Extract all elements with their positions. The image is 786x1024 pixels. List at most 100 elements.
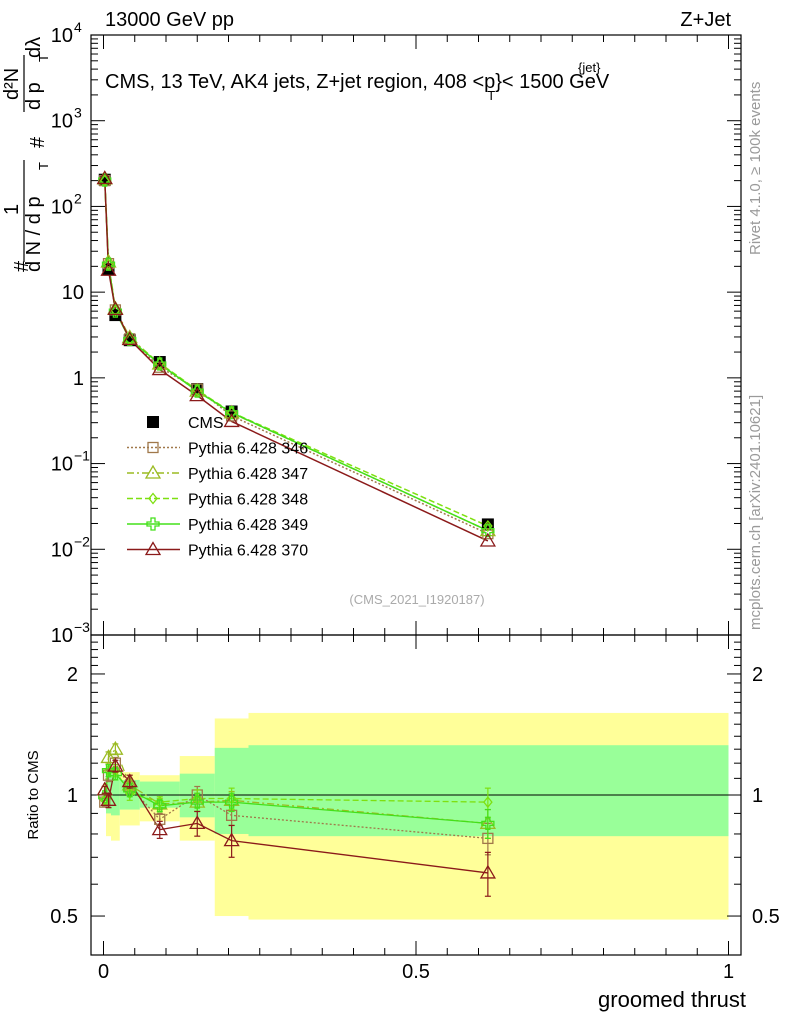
- rivet-label: Rivet 4.1.0, ≥ 100k events: [747, 82, 764, 255]
- main-point-p346: [482, 528, 494, 540]
- ratio-point-p349: [481, 816, 495, 831]
- main-ytick-label: 10: [62, 282, 84, 304]
- ratio-point-p347: [100, 749, 117, 764]
- ratio-point-p370: [121, 773, 138, 788]
- ratio-point-p349: [190, 795, 204, 809]
- xtick-label: 0.5: [402, 961, 430, 983]
- main-ytick-label: 1: [73, 368, 84, 390]
- mcplots-label: mcplots.cern.ch [arXiv:2401.10621]: [747, 395, 764, 630]
- main-ytick-exp: 4: [74, 19, 82, 35]
- ylabel-t2: T: [36, 54, 51, 62]
- ratio-ytick-label-right: 2: [752, 664, 763, 686]
- main-ytick-label: 10: [51, 25, 73, 47]
- plot-title-p: p: [484, 71, 495, 93]
- legend-marker-p347: [144, 464, 162, 479]
- main-ytick-exp: −3: [74, 619, 90, 635]
- ratio-plot: 0.5 0.5 1 1 2 2 0 0.5 1: [50, 634, 780, 983]
- ratio-point-p348: [483, 796, 493, 809]
- main-point-p349: [190, 384, 204, 398]
- legend-label-cms: CMS: [188, 415, 224, 432]
- legend-label-p347: Pythia 6.428 347: [188, 466, 308, 483]
- ratio-band-inner: [248, 745, 729, 837]
- main-point-p349: [153, 357, 167, 371]
- legend-marker-p349: [146, 517, 160, 531]
- main-point-p349: [98, 173, 112, 187]
- plot-title: CMS, 13 TeV, AK4 jets, Z+jet region, 408…: [105, 71, 610, 103]
- ylabel-dp: d p: [23, 82, 45, 110]
- ratio-point-p370: [96, 781, 113, 796]
- plot-title-sub: T: [487, 88, 495, 103]
- ytick-base: 1: [73, 368, 84, 390]
- main-point-p349: [101, 257, 116, 271]
- ratio-point-p349: [224, 795, 239, 809]
- ratio-point-p370: [107, 757, 124, 772]
- ratio-ylabel: Ratio to CMS: [25, 750, 42, 839]
- main-point-p370: [107, 301, 124, 315]
- header-left: 13000 GeV pp: [105, 9, 234, 31]
- main-point-p348: [192, 384, 203, 397]
- main-point-p347: [121, 329, 138, 344]
- ytick-base: 10: [51, 539, 73, 561]
- ratio-point-p370: [151, 821, 168, 836]
- plot-title-sup: {jet}: [578, 60, 601, 75]
- main-ytick-label: 10: [51, 454, 73, 476]
- legend: CMS Pythia 6.428 346 Pythia 6.428 347 Pythi…: [127, 415, 308, 560]
- ylabel-dl: dλ: [23, 37, 45, 58]
- main-ytick-label: 10: [51, 539, 73, 561]
- ytick-base: 10: [51, 25, 73, 47]
- ylabel-dn: d N / d p: [23, 196, 45, 272]
- xtick-label: 1: [723, 961, 734, 983]
- main-ytick-label: 10: [51, 196, 73, 218]
- main-point-p370: [100, 261, 117, 276]
- ylabel-t1: T: [36, 162, 51, 170]
- ratio-ytick-label-left: 2: [67, 664, 78, 686]
- legend-marker-p370: [144, 541, 162, 556]
- xlabel: groomed thrust: [598, 987, 746, 1012]
- ratio-ytick-label-left: 0.5: [50, 906, 78, 928]
- ratio-ytick-label-left: 1: [67, 785, 78, 807]
- ytick-base: 10: [51, 196, 73, 218]
- main-ytick-exp: −2: [74, 533, 90, 549]
- main-ytick-label: 10: [51, 111, 73, 133]
- main-point-p370: [479, 532, 497, 547]
- header-right: Z+Jet: [680, 9, 731, 31]
- plot-title-suffix: }< 1500 GeV: [495, 71, 610, 93]
- main-ylabel: # 1 d N / d p T # d²N d p T dλ: [1, 37, 51, 272]
- ytick-base: 10: [51, 454, 73, 476]
- ylabel-hash2: #: [27, 136, 49, 148]
- legend-label-p346: Pythia 6.428 346: [188, 441, 308, 458]
- legend-label-p349: Pythia 6.428 349: [188, 517, 308, 534]
- ratio-point-p370: [189, 815, 206, 830]
- main-point-p347: [479, 522, 497, 537]
- main-ytick-exp: −1: [74, 448, 90, 464]
- ylabel-d2n: d²N: [1, 68, 23, 100]
- main-point-p346: [225, 410, 238, 422]
- main-ytick-exp: 3: [74, 105, 82, 121]
- main-ytick-label: 10: [51, 625, 73, 647]
- legend-label-p348: Pythia 6.428 348: [188, 492, 308, 509]
- ratio-point-p347: [107, 740, 124, 755]
- ratio-ytick-label-right: 0.5: [752, 906, 780, 928]
- main-point-p370: [121, 331, 138, 346]
- legend-marker-p348: [148, 492, 158, 505]
- ratio-ytick-label-right: 1: [752, 785, 763, 807]
- analysis-id: (CMS_2021_I1920187): [349, 592, 484, 607]
- main-point-p349: [123, 332, 137, 347]
- main-point-p348: [483, 519, 493, 533]
- ylabel-hash1: #: [11, 260, 33, 272]
- ratio-point-p370: [100, 792, 117, 806]
- main-point-p347: [100, 253, 117, 268]
- plot-title-prefix: CMS, 13 TeV, AK4 jets, Z+jet region, 408…: [105, 71, 484, 93]
- legend-marker-cms: [147, 416, 159, 428]
- ratio-point-p349: [153, 799, 167, 813]
- legend-label-p370: Pythia 6.428 370: [188, 543, 308, 560]
- ratio-point-p370: [223, 832, 240, 847]
- main-ytick-exp: 2: [74, 190, 82, 206]
- ytick-base: 10: [62, 282, 84, 304]
- ytick-base: 10: [51, 111, 73, 133]
- main-point-p370: [223, 413, 240, 428]
- main-point-p370: [189, 387, 206, 402]
